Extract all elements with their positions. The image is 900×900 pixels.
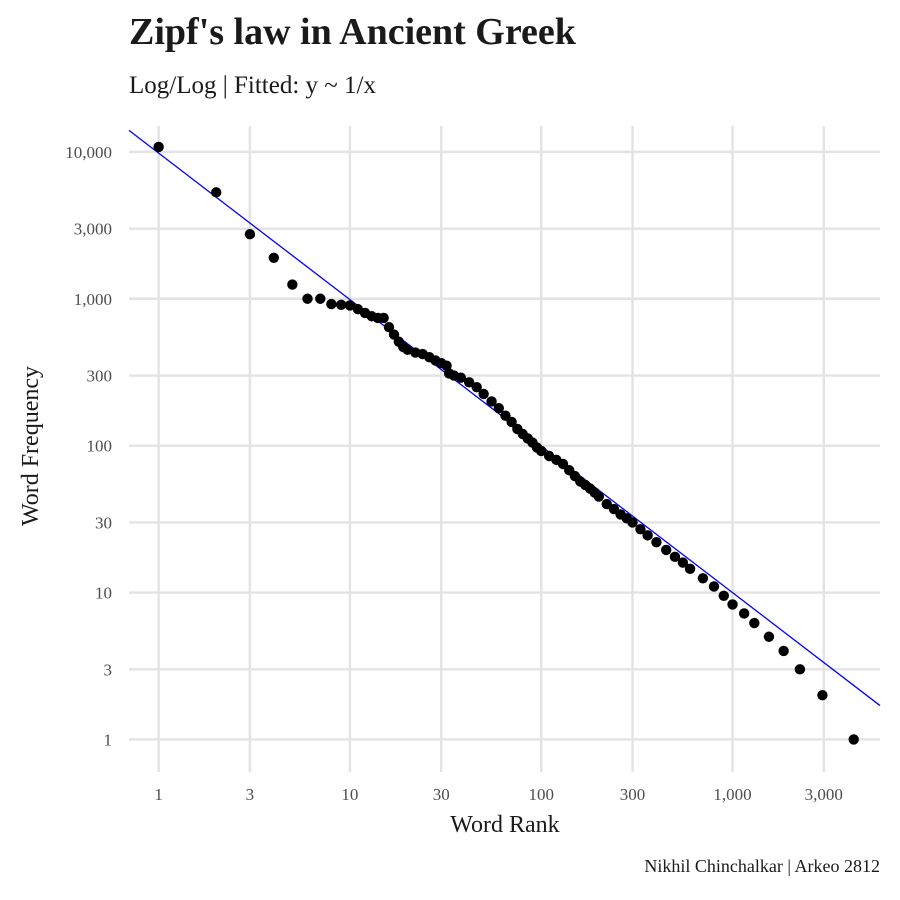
y-tick-label: 100 <box>87 437 113 456</box>
y-tick-label: 10,000 <box>65 143 112 162</box>
data-point <box>660 544 672 556</box>
data-point <box>677 557 689 568</box>
data-point <box>708 581 720 592</box>
data-point <box>718 590 729 601</box>
x-tick-label: 300 <box>620 785 646 804</box>
data-point <box>651 537 662 548</box>
x-tick-label: 1,000 <box>713 785 751 804</box>
data-point <box>669 551 681 563</box>
x-tick-label: 100 <box>528 785 554 804</box>
data-point <box>593 491 605 502</box>
data-point <box>486 396 497 407</box>
y-tick-label: 3 <box>104 660 113 679</box>
data-point <box>738 608 750 619</box>
y-tick-label: 30 <box>95 513 112 532</box>
data-point <box>817 689 828 701</box>
data-point <box>153 141 164 153</box>
y-axis-title: Word Frequency <box>18 366 44 526</box>
data-point <box>378 312 389 324</box>
data-point <box>749 617 760 629</box>
x-axis-title: Word Rank <box>450 812 559 838</box>
data-point <box>471 381 482 393</box>
data-points <box>153 141 859 745</box>
data-point <box>493 402 504 414</box>
data-point <box>326 298 337 310</box>
data-point <box>642 530 653 541</box>
data-point <box>727 599 738 610</box>
chart-subtitle: Log/Log | Fitted: y ~ 1/x <box>129 72 376 99</box>
data-point <box>287 279 298 290</box>
data-point <box>627 517 638 528</box>
grid-lines <box>129 126 880 772</box>
data-point <box>506 416 517 428</box>
y-tick-label: 3,000 <box>74 220 112 239</box>
data-point <box>244 229 256 240</box>
data-point <box>763 631 775 642</box>
data-point <box>302 293 313 304</box>
data-point <box>344 300 356 311</box>
data-point <box>848 734 859 745</box>
y-axis-tick-labels: 1 3 10 30 100 300 1,000 3,000 10,000 <box>65 143 112 750</box>
x-tick-label: 3,000 <box>805 785 843 804</box>
data-point <box>402 344 413 355</box>
data-point <box>268 252 280 264</box>
x-tick-label: 10 <box>341 785 358 804</box>
data-point <box>778 645 789 657</box>
y-tick-label: 1,000 <box>74 290 112 309</box>
data-point <box>684 563 696 575</box>
data-point <box>697 573 709 584</box>
data-point <box>211 187 222 198</box>
y-tick-label: 10 <box>95 584 112 603</box>
data-point <box>478 388 489 400</box>
data-point <box>536 445 547 457</box>
data-point <box>635 523 646 535</box>
data-point <box>383 322 395 333</box>
x-tick-label: 1 <box>154 785 163 804</box>
y-tick-label: 1 <box>104 730 113 749</box>
data-point <box>315 293 326 304</box>
data-point <box>455 372 467 383</box>
data-point <box>794 664 806 675</box>
data-point <box>601 498 612 510</box>
x-tick-label: 30 <box>433 785 450 804</box>
x-tick-label: 3 <box>246 785 255 804</box>
x-axis-tick-labels: 1 3 10 30 100 300 1,000 3,000 <box>154 785 843 804</box>
chart-title: Zipf's law in Ancient Greek <box>129 11 576 53</box>
data-point <box>335 299 347 310</box>
chart-caption: Nikhil Chinchalkar | Arkeo 2812 <box>644 856 880 876</box>
y-tick-label: 300 <box>87 367 113 386</box>
data-point <box>463 377 475 388</box>
